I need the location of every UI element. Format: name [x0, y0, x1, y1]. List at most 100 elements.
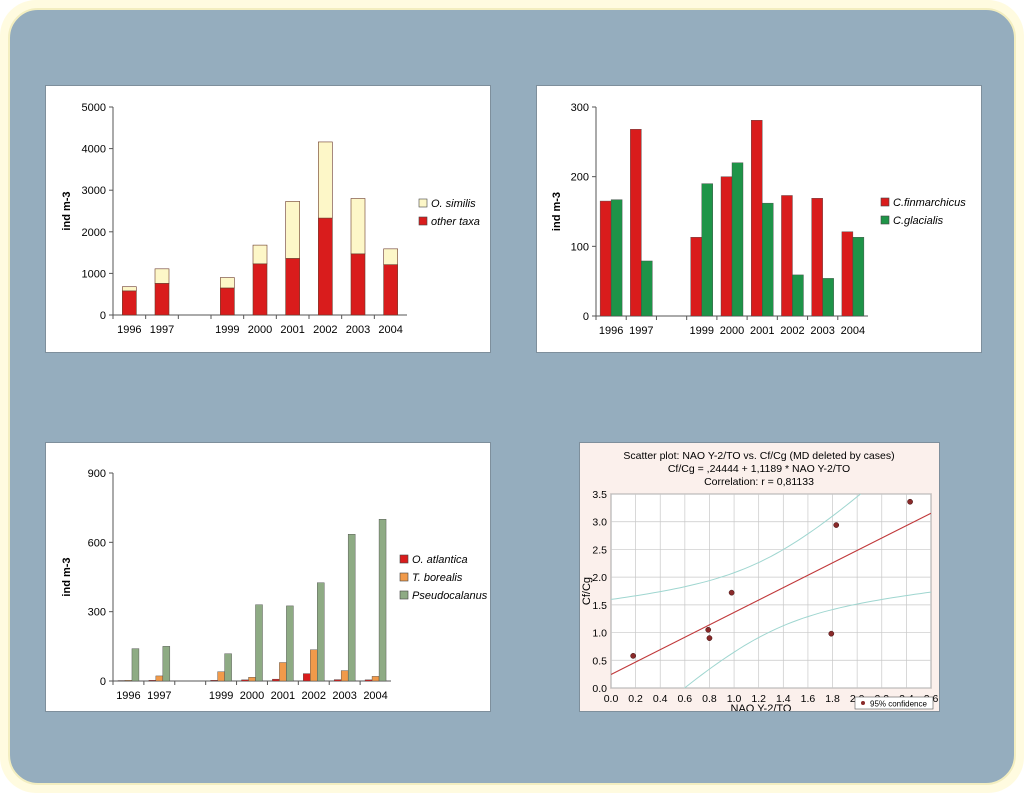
bar-t-borealis — [371, 676, 380, 682]
legend-label: Pseudocalanus — [412, 590, 488, 602]
x-tick-label: 2004 — [378, 324, 402, 336]
bar-o-similis — [285, 201, 300, 259]
bar-o-atlantica — [241, 679, 249, 682]
bar-c-glacialis — [852, 237, 865, 317]
bar-o-similis — [154, 268, 170, 284]
bar-o-similis — [350, 198, 366, 255]
bar-pseudocalanus — [378, 519, 387, 682]
y-tick-label: 0 — [583, 311, 589, 323]
bar-pseudocalanus — [224, 653, 232, 682]
x-tick-label: 1996 — [117, 324, 141, 336]
y-tick-label: 1000 — [82, 268, 106, 280]
y-axis-label: ind m-3 — [551, 192, 563, 231]
x-tick-label: 2002 — [313, 324, 337, 336]
chart-card-2: 0 100 200 300 ind m-3 1996 1997 1999 2000 2001 200… — [536, 85, 982, 353]
legend-box — [854, 696, 934, 710]
scatter-point — [706, 635, 713, 641]
legend-label: other taxa — [431, 216, 480, 228]
x-tick-label: 2001 — [280, 324, 304, 336]
legend-marker — [861, 701, 865, 705]
figure-panel: 0 1000 2000 3000 4000 5000 ind m-3 1996 1997 1999… — [8, 8, 1016, 785]
y-axis-label: ind m-3 — [61, 191, 73, 230]
x-tick-label: 1996 — [599, 325, 623, 337]
bar-o-atlantica — [303, 673, 311, 682]
legend-swatch — [418, 198, 428, 208]
bar-t-borealis — [124, 680, 133, 682]
legend-label: C.finmarchicus — [893, 197, 966, 209]
bar-t-borealis — [279, 662, 287, 682]
x-tick-label: 1.4 — [776, 693, 791, 705]
bar-o-similis — [383, 248, 398, 265]
bar-t-borealis — [310, 649, 318, 682]
bar-c-finmarchicus — [690, 237, 702, 317]
bar-c-finmarchicus — [599, 200, 612, 317]
chart-card-4: Scatter plot: NAO Y-2/TO vs. Cf/Cg (MD d… — [579, 442, 940, 715]
bar-pseudocalanus — [255, 604, 263, 682]
bar-c-finmarchicus — [720, 176, 733, 317]
scatter-point — [907, 498, 913, 505]
bar-o-atlantica — [210, 680, 218, 682]
legend-swatch — [418, 216, 428, 226]
confidence-band-lower — [683, 591, 931, 688]
bar-c-finmarchicus — [751, 120, 763, 317]
bar-t-borealis — [155, 675, 164, 682]
y-tick-label: 4000 — [82, 144, 106, 156]
scatter-subtitle: Cf/Cg = ,24444 + 1,1189 * NAO Y-2/TO — [668, 463, 850, 475]
x-tick-label: 2001 — [271, 690, 295, 702]
bar-c-glacialis — [731, 162, 744, 317]
y-tick-label: 900 — [88, 468, 106, 480]
y-axis-label: ind m-3 — [61, 557, 73, 596]
x-tick-label: 1997 — [150, 324, 174, 336]
legend-label: C.glacialis — [893, 215, 944, 227]
y-tick-label: 5000 — [82, 102, 106, 114]
bar-t-borealis — [217, 671, 225, 682]
bar-o-atlantica — [333, 679, 342, 682]
y-tick-label: 100 — [571, 241, 589, 253]
bar-other-taxa — [122, 290, 137, 316]
legend-swatch — [399, 590, 409, 600]
scatter-point — [705, 626, 712, 633]
chart-card-3: 0 300 600 900 ind m-3 1996 1997 1999 2000 2001 200… — [45, 442, 491, 712]
bar-c-finmarchicus — [841, 231, 854, 317]
y-tick-label: 2.5 — [592, 544, 607, 556]
y-tick-label: 1.5 — [592, 600, 607, 612]
bar-c-glacialis — [822, 278, 834, 317]
scatter-point — [728, 589, 735, 596]
x-tick-label: 2002 — [302, 690, 326, 702]
y-tick-label: 600 — [88, 537, 106, 549]
y-tick-label: 0.0 — [592, 683, 607, 695]
bar-other-taxa — [350, 253, 366, 316]
x-tick-label: 2004 — [363, 690, 387, 702]
x-tick-label: 1997 — [147, 690, 171, 702]
y-tick-label: 3000 — [82, 185, 106, 197]
legend-swatch — [399, 554, 409, 564]
legend-swatch — [880, 197, 890, 207]
y-tick-label: 0.5 — [592, 655, 607, 667]
x-tick-label: 2004 — [841, 325, 865, 337]
y-tick-label: 2.0 — [592, 572, 607, 584]
legend-label: O. similis — [431, 198, 476, 210]
bar-other-taxa — [220, 287, 235, 316]
stacked-bar-chart-similis: 0 1000 2000 3000 4000 5000 ind m-3 1996 1997 1999… — [61, 102, 480, 336]
bar-t-borealis — [248, 677, 256, 682]
scatter-point — [833, 522, 840, 528]
bar-chart-calanus: 0 100 200 300 ind m-3 1996 1997 1999 2000 2001 200… — [551, 102, 966, 337]
bar-chart-small-copepods: 0 300 600 900 ind m-3 1996 1997 1999 2000 2001 200… — [61, 468, 488, 702]
x-tick-label: 1.6 — [801, 693, 816, 705]
x-tick-label: 0.4 — [653, 693, 668, 705]
scatter-point — [828, 630, 835, 637]
x-tick-label: 1999 — [215, 324, 239, 336]
y-tick-label: 3.0 — [592, 517, 607, 529]
bar-c-glacialis — [762, 202, 774, 317]
chart-card-1: 0 1000 2000 3000 4000 5000 ind m-3 1996 1997 1999… — [45, 85, 491, 353]
bar-c-finmarchicus — [781, 195, 793, 317]
y-tick-label: 300 — [88, 607, 106, 619]
bar-c-finmarchicus — [811, 198, 823, 317]
bar-o-atlantica — [148, 680, 157, 682]
bar-c-glacialis — [610, 199, 623, 317]
x-tick-label: 2000 — [240, 690, 264, 702]
scatter-plot-nao: Scatter plot: NAO Y-2/TO vs. Cf/Cg (MD d… — [581, 450, 938, 715]
scatter-title: Scatter plot: NAO Y-2/TO vs. Cf/Cg (MD d… — [623, 450, 894, 462]
bar-pseudocalanus — [131, 648, 140, 682]
